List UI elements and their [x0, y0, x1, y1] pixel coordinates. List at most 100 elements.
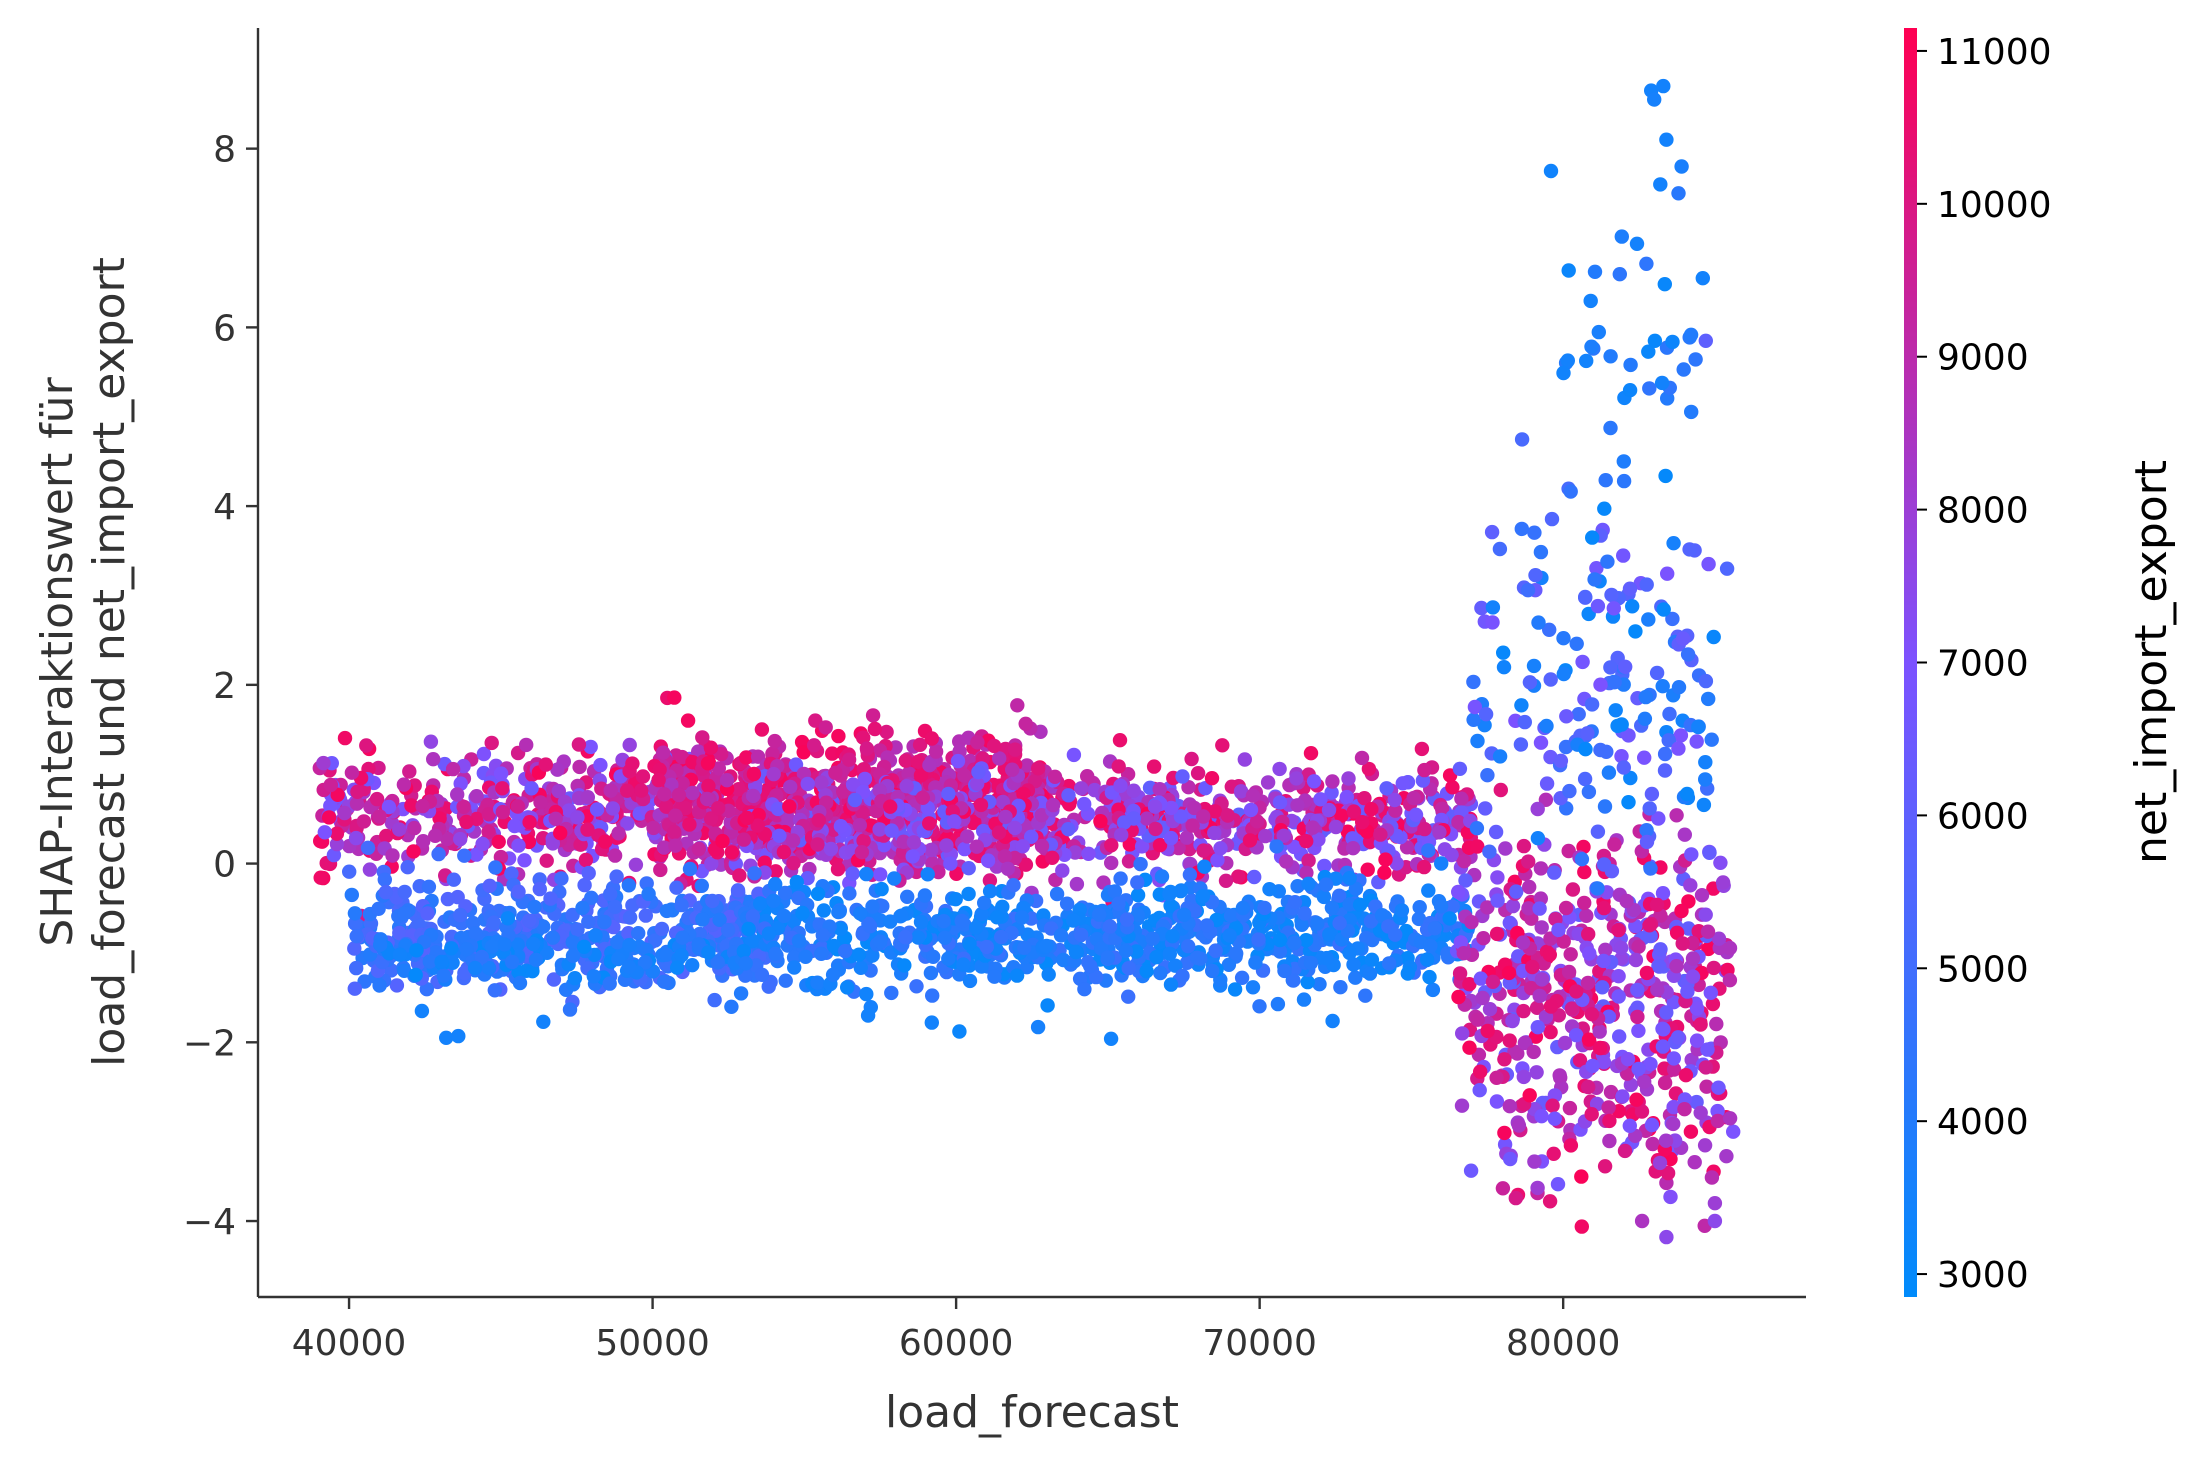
data-point	[791, 933, 807, 949]
data-point	[1017, 940, 1032, 955]
data-point	[1456, 946, 1472, 961]
data-point	[1683, 327, 1699, 342]
data-point	[525, 964, 540, 979]
data-point	[1034, 808, 1049, 823]
data-point	[1722, 1111, 1738, 1126]
data-point	[1061, 822, 1076, 837]
data-point	[1478, 707, 1494, 722]
data-point	[1539, 718, 1554, 734]
data-point	[751, 807, 766, 823]
data-point	[1111, 896, 1126, 911]
data-point	[879, 724, 894, 740]
data-point	[1526, 658, 1542, 674]
data-point	[597, 914, 612, 930]
data-point	[1659, 132, 1674, 147]
data-point	[1580, 975, 1596, 991]
data-point	[1516, 838, 1532, 854]
data-point	[482, 878, 497, 893]
data-point	[707, 992, 722, 1008]
data-point	[621, 959, 637, 974]
data-point	[1434, 856, 1449, 871]
data-point	[1616, 473, 1632, 489]
data-point	[1596, 900, 1612, 916]
data-point	[941, 951, 956, 966]
data-point	[1121, 961, 1136, 976]
data-point	[432, 811, 447, 826]
data-point	[621, 878, 636, 893]
data-point	[924, 731, 939, 746]
data-point	[584, 890, 599, 905]
data-point	[1475, 990, 1490, 1006]
data-point	[1641, 612, 1656, 627]
data-point	[1373, 827, 1388, 842]
data-point	[337, 805, 352, 821]
data-point	[373, 937, 388, 952]
data-point	[484, 939, 500, 954]
data-point	[1508, 1190, 1524, 1206]
data-point	[565, 948, 581, 963]
data-point	[1497, 1125, 1512, 1141]
data-point	[1346, 957, 1361, 972]
data-point	[931, 864, 946, 880]
data-point	[898, 929, 913, 945]
data-point	[828, 765, 843, 780]
data-point	[469, 847, 484, 862]
data-point	[1432, 825, 1447, 840]
data-point	[1669, 808, 1684, 823]
data-point	[833, 819, 849, 834]
data-point	[939, 838, 954, 853]
data-point	[810, 837, 825, 852]
data-point	[1661, 733, 1676, 748]
data-point	[1346, 804, 1362, 819]
data-point	[1068, 944, 1084, 960]
data-point	[1184, 751, 1199, 767]
data-point	[1544, 511, 1560, 527]
data-point	[865, 948, 880, 963]
data-point	[526, 936, 541, 952]
data-point	[867, 721, 883, 737]
data-point	[1352, 897, 1368, 912]
data-point	[776, 908, 792, 924]
data-point	[1466, 674, 1481, 690]
data-point	[1175, 968, 1190, 984]
data-point	[1684, 847, 1699, 862]
data-point	[1462, 977, 1477, 992]
data-point	[736, 832, 752, 847]
data-point	[609, 869, 624, 884]
data-point	[926, 949, 941, 964]
data-point	[1546, 1146, 1561, 1162]
data-point	[538, 757, 553, 772]
data-point	[700, 756, 716, 771]
data-point	[1601, 1009, 1617, 1024]
data-point	[741, 921, 756, 937]
data-point	[1341, 771, 1356, 786]
data-point	[1647, 92, 1662, 107]
data-point	[1387, 792, 1402, 808]
data-point	[1480, 768, 1495, 783]
data-point	[1591, 324, 1607, 340]
data-point	[1677, 1102, 1692, 1117]
data-point	[873, 867, 888, 882]
data-point	[711, 761, 726, 776]
data-point	[1321, 802, 1337, 818]
data-point	[1489, 1070, 1504, 1086]
data-point	[1527, 1154, 1542, 1169]
data-point	[1496, 645, 1511, 660]
data-point	[1615, 1089, 1630, 1104]
data-point	[862, 919, 878, 934]
data-point	[1215, 738, 1230, 753]
data-point	[1006, 878, 1021, 893]
data-point	[1680, 984, 1695, 999]
data-point	[754, 722, 770, 737]
y-tick-label: 8	[213, 130, 236, 171]
data-point	[1502, 915, 1518, 930]
data-point	[957, 841, 972, 857]
data-point	[486, 915, 501, 930]
data-point	[1272, 795, 1288, 810]
data-point	[1175, 769, 1190, 784]
data-point	[420, 906, 435, 921]
data-point	[1577, 771, 1593, 787]
data-point	[1597, 1159, 1613, 1174]
colorbar-tick-label: 7000	[1937, 644, 2029, 685]
data-point	[402, 764, 417, 779]
